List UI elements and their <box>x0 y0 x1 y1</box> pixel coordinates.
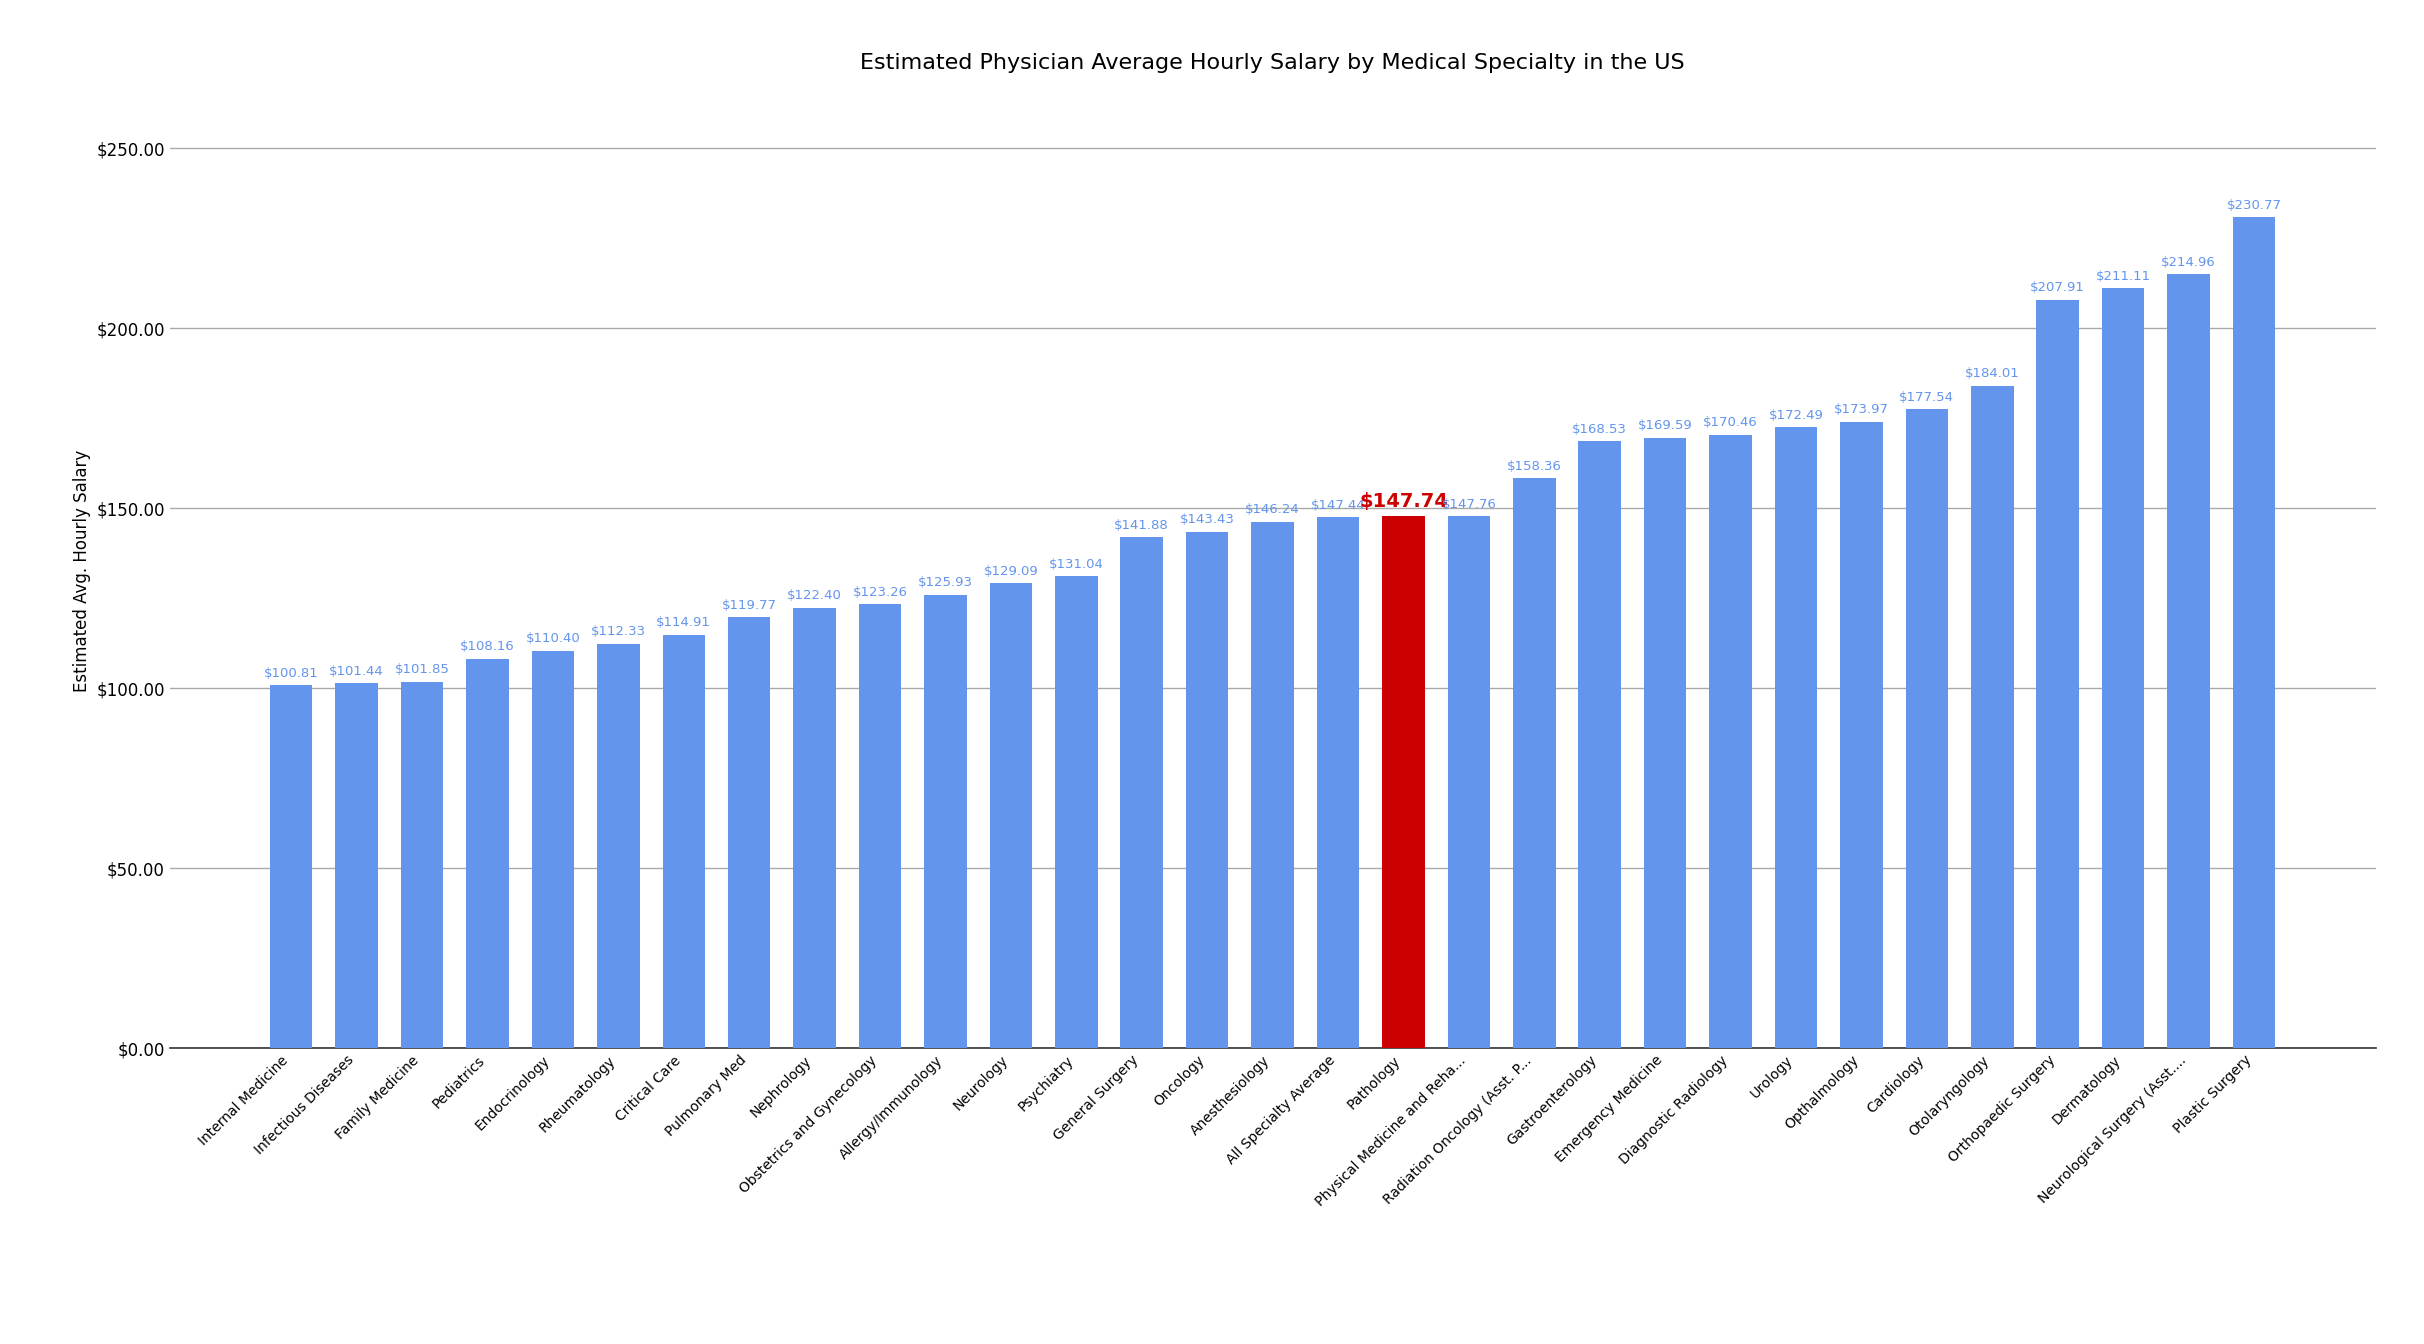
Bar <box>1382 516 1425 1048</box>
Text: $158.36: $158.36 <box>1508 460 1561 473</box>
Bar <box>1120 538 1164 1048</box>
Bar <box>1643 438 1687 1048</box>
Text: $147.76: $147.76 <box>1442 497 1496 511</box>
Bar <box>1054 577 1098 1048</box>
Text: $172.49: $172.49 <box>1770 409 1823 422</box>
Text: $101.44: $101.44 <box>330 665 383 677</box>
Text: $184.01: $184.01 <box>1966 367 2019 380</box>
Bar <box>662 634 705 1048</box>
Bar <box>2167 274 2211 1048</box>
Text: $170.46: $170.46 <box>1704 417 1757 429</box>
Bar <box>1774 427 1818 1048</box>
Bar <box>858 605 902 1048</box>
Text: $168.53: $168.53 <box>1573 423 1627 435</box>
Text: $112.33: $112.33 <box>591 625 645 638</box>
Bar <box>269 685 313 1048</box>
Y-axis label: Estimated Avg. Hourly Salary: Estimated Avg. Hourly Salary <box>73 450 90 692</box>
Bar <box>2233 218 2276 1048</box>
Text: $123.26: $123.26 <box>853 586 907 599</box>
Bar <box>465 659 509 1048</box>
Bar <box>2102 288 2145 1048</box>
Bar <box>1971 386 2014 1048</box>
Bar <box>2036 300 2080 1048</box>
Bar <box>1316 517 1360 1048</box>
Bar <box>596 644 640 1048</box>
Text: $141.88: $141.88 <box>1115 519 1168 532</box>
Bar <box>1513 478 1556 1048</box>
Text: $230.77: $230.77 <box>2228 199 2281 212</box>
Text: $129.09: $129.09 <box>984 564 1037 578</box>
Bar <box>727 617 771 1048</box>
Bar <box>1447 516 1491 1048</box>
Text: $114.91: $114.91 <box>657 616 710 629</box>
Text: $147.74: $147.74 <box>1360 492 1447 511</box>
Text: $211.11: $211.11 <box>2097 270 2150 282</box>
Text: $101.85: $101.85 <box>395 663 448 676</box>
Text: $177.54: $177.54 <box>1900 391 1954 403</box>
Text: $169.59: $169.59 <box>1639 419 1692 433</box>
Bar <box>1185 532 1229 1048</box>
Text: $100.81: $100.81 <box>264 667 318 680</box>
Bar <box>1840 422 1883 1048</box>
Text: $125.93: $125.93 <box>919 577 972 590</box>
Bar <box>335 683 378 1048</box>
Bar <box>1251 521 1294 1048</box>
Text: $146.24: $146.24 <box>1246 503 1299 516</box>
Text: $108.16: $108.16 <box>461 641 514 653</box>
Text: $147.44: $147.44 <box>1311 499 1365 512</box>
Bar <box>1709 434 1753 1048</box>
Bar <box>793 607 836 1048</box>
Bar <box>1905 409 1949 1048</box>
Bar <box>1578 441 1622 1048</box>
Text: $207.91: $207.91 <box>2031 281 2085 294</box>
Bar <box>924 595 967 1048</box>
Title: Estimated Physician Average Hourly Salary by Medical Specialty in the US: Estimated Physician Average Hourly Salar… <box>861 52 1685 73</box>
Bar <box>989 583 1033 1048</box>
Bar <box>531 650 574 1048</box>
Text: $122.40: $122.40 <box>788 589 841 602</box>
Text: $131.04: $131.04 <box>1050 558 1103 571</box>
Text: $214.96: $214.96 <box>2162 255 2216 269</box>
Bar <box>400 681 444 1048</box>
Text: $173.97: $173.97 <box>1835 403 1888 417</box>
Text: $119.77: $119.77 <box>722 598 776 612</box>
Text: $143.43: $143.43 <box>1180 513 1234 527</box>
Text: $110.40: $110.40 <box>526 633 579 645</box>
